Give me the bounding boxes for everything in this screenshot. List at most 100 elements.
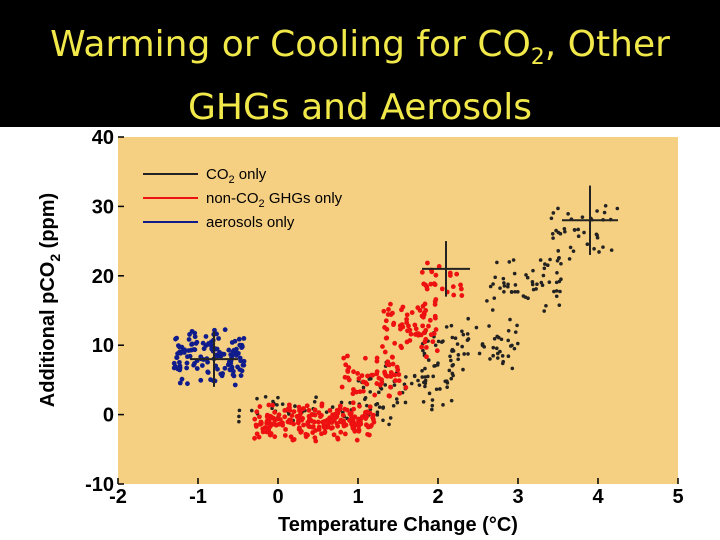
point-nonco2 <box>386 307 391 312</box>
point-nonco2 <box>398 343 404 349</box>
point-nonco2 <box>392 372 398 378</box>
point-nonco2 <box>350 400 356 406</box>
point-nonco2 <box>433 327 439 332</box>
point-nonco2 <box>257 404 263 409</box>
point-co2 <box>580 215 585 219</box>
point-co2 <box>531 287 536 292</box>
point-co2 <box>387 422 391 427</box>
point-co2 <box>506 328 511 333</box>
point-nonco2 <box>371 417 376 422</box>
point-co2 <box>559 261 563 266</box>
point-nonco2 <box>342 406 348 412</box>
point-nonco2 <box>306 423 311 429</box>
point-nonco2 <box>282 414 288 420</box>
point-co2 <box>403 400 408 405</box>
point-nonco2 <box>304 403 310 409</box>
point-co2 <box>493 275 497 280</box>
point-co2 <box>455 342 460 346</box>
point-nonco2 <box>436 264 442 269</box>
point-nonco2 <box>367 404 373 410</box>
point-co2 <box>447 368 452 373</box>
point-aerosols <box>179 376 185 382</box>
point-nonco2 <box>428 281 434 287</box>
point-aerosols <box>192 330 198 336</box>
point-co2 <box>554 289 559 293</box>
point-nonco2 <box>349 413 354 419</box>
point-nonco2 <box>354 437 360 443</box>
point-co2 <box>395 400 400 405</box>
point-nonco2 <box>406 323 411 329</box>
point-co2 <box>441 403 445 407</box>
point-co2 <box>377 405 382 409</box>
point-aerosols <box>177 367 183 373</box>
point-nonco2 <box>351 387 356 392</box>
point-co2 <box>263 394 268 399</box>
point-co2 <box>539 280 544 285</box>
point-co2 <box>526 296 530 300</box>
point-co2 <box>551 236 555 240</box>
point-nonco2 <box>301 422 306 428</box>
point-co2 <box>506 338 511 343</box>
point-co2 <box>381 418 385 423</box>
legend: CO2 only non-CO2 GHGs only aerosols only <box>143 166 343 231</box>
point-co2 <box>466 337 471 341</box>
point-nonco2 <box>372 392 378 398</box>
point-nonco2 <box>282 433 288 438</box>
point-aerosols <box>181 350 187 355</box>
point-co2 <box>491 353 495 358</box>
point-nonco2 <box>413 326 419 332</box>
point-nonco2 <box>405 328 410 334</box>
point-nonco2 <box>350 391 356 397</box>
point-aerosols <box>201 346 207 352</box>
point-nonco2 <box>298 429 304 434</box>
point-nonco2 <box>303 431 309 437</box>
point-co2 <box>412 374 417 379</box>
point-co2 <box>450 371 455 376</box>
point-aerosols <box>205 369 211 375</box>
point-co2 <box>271 399 275 404</box>
point-co2 <box>237 419 241 424</box>
x-tick-label: 4 <box>592 486 604 508</box>
point-nonco2 <box>311 419 317 425</box>
point-nonco2 <box>266 417 272 422</box>
point-co2 <box>556 230 561 235</box>
point-nonco2 <box>327 408 333 413</box>
title-subscript: 2 <box>530 45 545 71</box>
point-nonco2 <box>346 377 352 383</box>
point-nonco2 <box>399 322 405 328</box>
point-nonco2 <box>319 401 325 407</box>
point-aerosols <box>194 366 200 371</box>
point-co2 <box>567 257 572 261</box>
point-nonco2 <box>334 421 340 426</box>
point-nonco2 <box>427 317 433 323</box>
point-nonco2 <box>312 435 318 441</box>
point-aerosols <box>174 355 180 361</box>
point-co2 <box>445 385 449 389</box>
point-nonco2 <box>320 419 326 425</box>
point-co2 <box>449 376 454 381</box>
point-aerosols <box>222 327 228 333</box>
point-nonco2 <box>368 423 374 428</box>
point-nonco2 <box>390 361 396 367</box>
point-nonco2 <box>422 339 428 345</box>
point-nonco2 <box>343 422 349 428</box>
point-co2 <box>516 290 520 294</box>
point-co2 <box>601 245 605 249</box>
point-nonco2 <box>420 303 426 309</box>
point-nonco2 <box>307 416 313 422</box>
point-co2 <box>592 246 596 251</box>
point-co2 <box>293 404 297 408</box>
point-nonco2 <box>315 419 321 425</box>
point-nonco2 <box>310 412 315 418</box>
point-co2 <box>562 226 567 231</box>
point-co2 <box>314 395 318 399</box>
point-co2 <box>423 384 427 389</box>
point-nonco2 <box>450 284 456 290</box>
point-nonco2 <box>310 424 316 429</box>
point-nonco2 <box>364 409 370 415</box>
point-aerosols <box>214 346 220 352</box>
point-co2 <box>450 335 455 340</box>
point-nonco2 <box>386 393 392 399</box>
point-nonco2 <box>408 331 414 337</box>
legend-label-nonco2: non-CO2 GHGs only <box>206 190 343 210</box>
